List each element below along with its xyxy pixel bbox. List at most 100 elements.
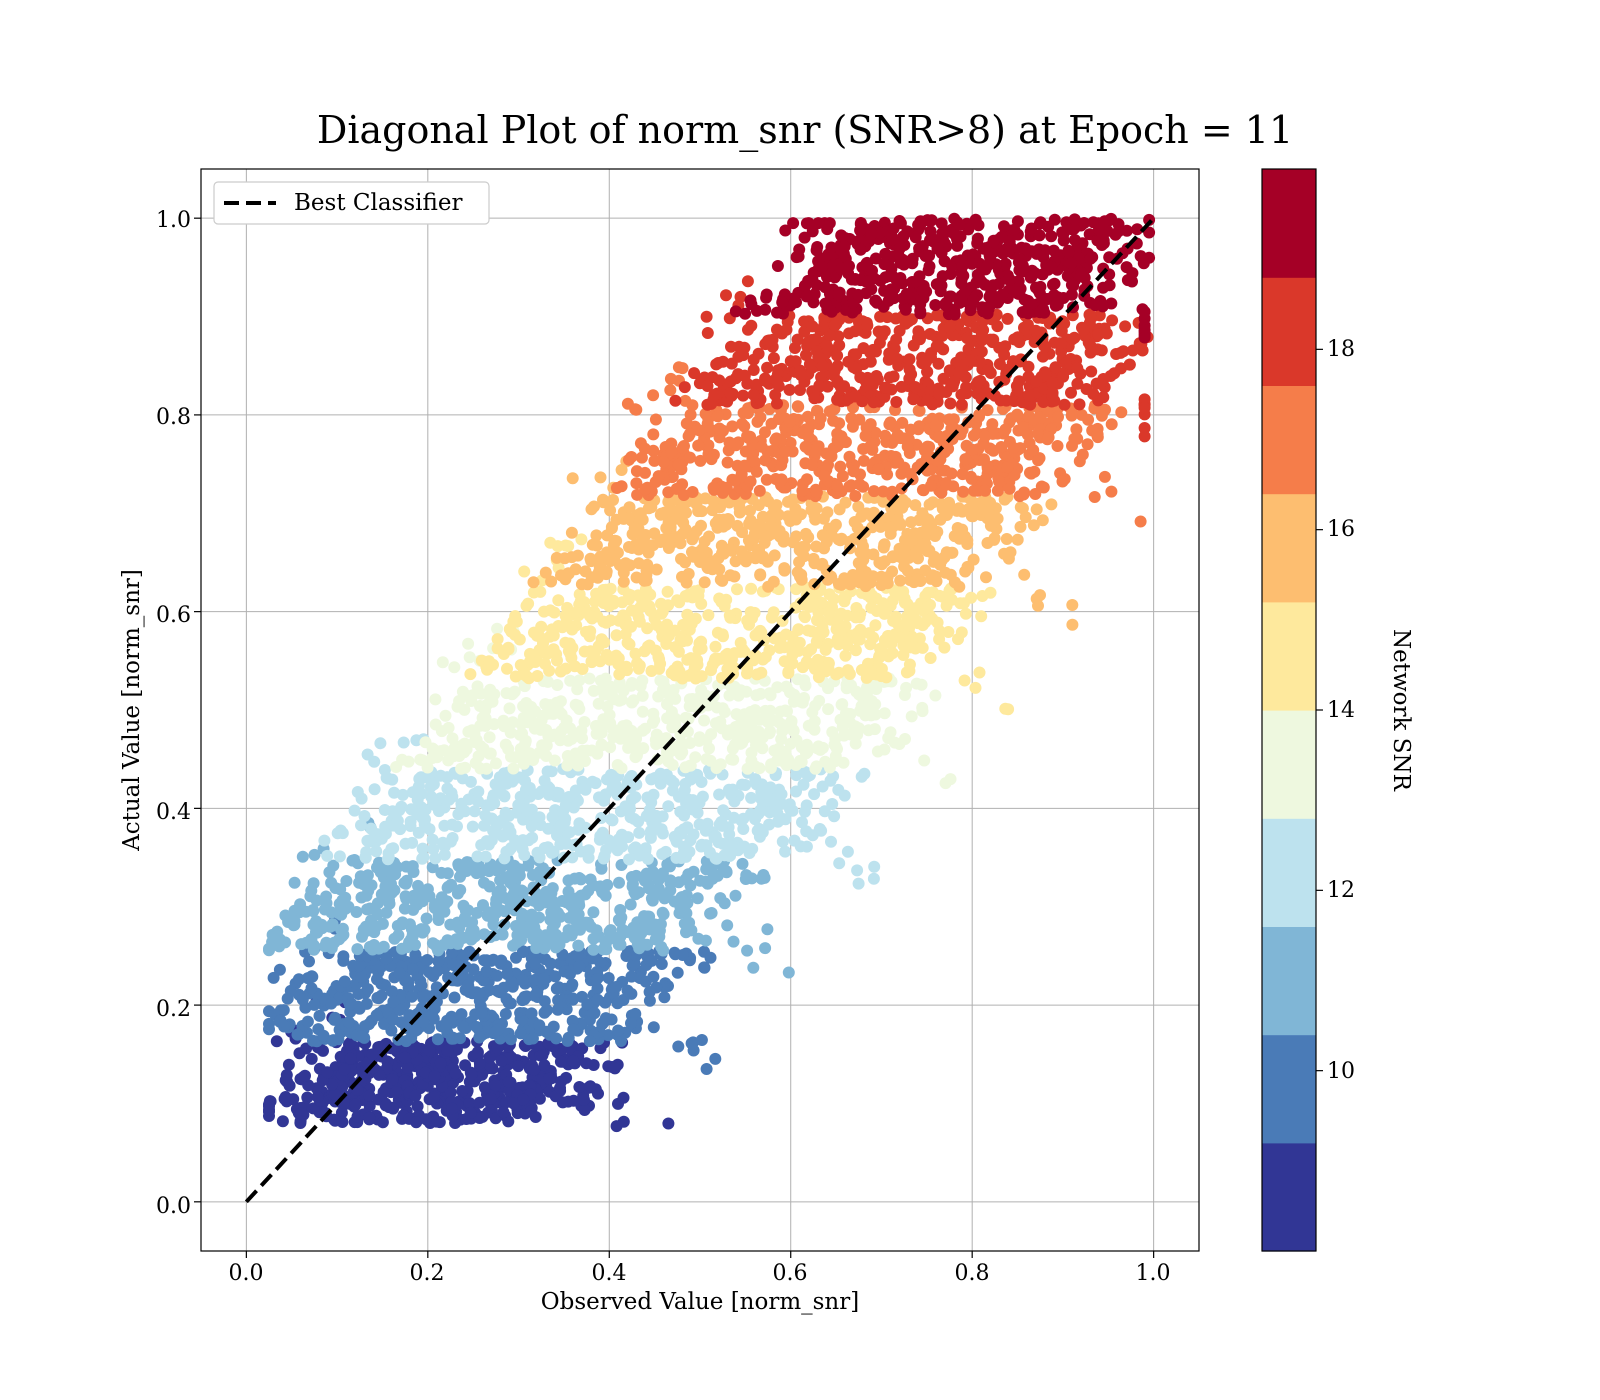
scatter-point — [434, 1057, 447, 1070]
scatter-point — [600, 586, 613, 599]
scatter-point — [665, 445, 678, 458]
scatter-point — [979, 484, 992, 497]
scatter-point — [724, 849, 737, 862]
scatter-point — [502, 1076, 515, 1088]
scatter-point — [728, 647, 741, 660]
scatter-point — [528, 1063, 541, 1076]
scatter-point — [514, 659, 527, 671]
scatter-point — [1017, 488, 1030, 501]
scatter-point — [591, 747, 604, 760]
scatter-point — [669, 744, 682, 757]
scatter-point — [441, 782, 454, 795]
scatter-point — [311, 1090, 324, 1103]
scatter-point — [1001, 461, 1014, 474]
scatter-point — [1007, 355, 1020, 368]
scatter-point — [550, 551, 563, 564]
scatter-point — [448, 661, 461, 674]
scatter-point — [683, 693, 696, 706]
scatter-point — [527, 576, 540, 589]
scatter-point — [583, 672, 596, 685]
scatter-point — [800, 738, 813, 751]
scatter-point — [853, 478, 866, 491]
scatter-point — [1085, 365, 1098, 378]
scatter-point — [456, 1085, 469, 1097]
scatter-point — [787, 724, 800, 737]
scatter-point — [406, 860, 419, 873]
scatter-point — [805, 643, 818, 656]
scatter-point — [696, 790, 709, 803]
scatter-point — [720, 481, 733, 494]
scatter-point — [869, 698, 882, 711]
scatter-point — [363, 1089, 376, 1102]
scatter-point — [491, 969, 504, 982]
scatter-point — [280, 1069, 293, 1081]
scatter-point — [515, 907, 528, 920]
scatter-point — [305, 970, 318, 983]
scatter-point — [428, 902, 441, 914]
scatter-point — [736, 417, 749, 430]
scatter-point — [864, 346, 877, 359]
scatter-point — [845, 679, 857, 692]
scatter-point — [695, 1034, 708, 1046]
scatter-point — [376, 1116, 389, 1129]
scatter-point — [537, 862, 549, 875]
scatter-point — [382, 851, 395, 864]
scatter-point — [809, 513, 822, 526]
scatter-point — [366, 1048, 379, 1061]
scatter-point — [831, 349, 844, 362]
scatter-point — [894, 574, 907, 587]
scatter-point — [702, 439, 715, 452]
scatter-point — [637, 742, 650, 755]
scatter-point — [1082, 413, 1095, 426]
scatter-point — [411, 793, 424, 806]
scatter-point — [755, 626, 768, 639]
scatter-point — [933, 387, 946, 400]
scatter-point — [942, 626, 955, 638]
scatter-point — [398, 1051, 411, 1064]
scatter-point — [540, 1004, 553, 1017]
scatter-point — [661, 890, 674, 903]
scatter-point — [360, 846, 373, 859]
scatter-point — [1022, 360, 1035, 373]
scatter-point — [771, 681, 784, 694]
scatter-point — [604, 504, 617, 517]
scatter-point — [616, 840, 628, 853]
scatter-point — [1002, 552, 1015, 565]
scatter-point — [661, 585, 674, 598]
scatter-point — [504, 1033, 517, 1046]
scatter-point — [636, 674, 649, 687]
scatter-point — [517, 945, 529, 958]
scatter-point — [644, 955, 657, 967]
scatter-point — [592, 640, 605, 653]
scatter-point — [745, 319, 758, 332]
scatter-point — [490, 757, 502, 770]
scatter-band — [527, 455, 1079, 631]
scatter-point — [480, 965, 493, 978]
scatter-point — [860, 547, 873, 560]
scatter-point — [774, 705, 787, 718]
scatter-point — [741, 662, 754, 675]
scatter-point — [513, 633, 526, 646]
scatter-point — [729, 889, 742, 902]
scatter-point — [814, 412, 827, 425]
scatter-point — [938, 641, 951, 654]
scatter-point — [617, 566, 630, 579]
scatter-point — [512, 799, 525, 812]
scatter-point — [979, 430, 992, 443]
scatter-point — [776, 813, 789, 825]
scatter-point — [662, 495, 675, 508]
scatter-point — [630, 465, 643, 478]
scatter-point — [282, 916, 295, 928]
scatter-point — [516, 974, 529, 986]
scatter-point — [454, 1032, 467, 1045]
scatter-point — [556, 1096, 569, 1109]
scatter-point — [801, 473, 813, 486]
scatter-point — [434, 769, 447, 782]
scatter-point — [760, 473, 773, 486]
scatter-point — [944, 773, 957, 786]
scatter-point — [727, 935, 740, 948]
scatter-point — [702, 609, 715, 622]
scatter-point — [593, 561, 606, 574]
scatter-point — [828, 810, 841, 823]
scatter-point — [877, 597, 889, 610]
